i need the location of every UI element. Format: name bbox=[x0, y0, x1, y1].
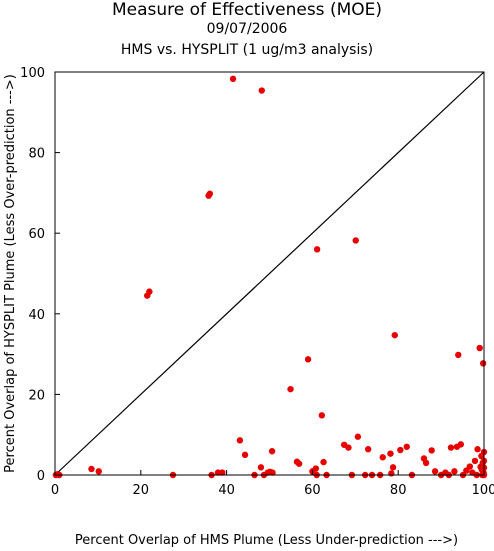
data-point bbox=[258, 87, 265, 94]
data-point bbox=[379, 454, 386, 461]
y-tick-label: 0 bbox=[37, 469, 45, 484]
data-point bbox=[95, 468, 102, 475]
x-tick-label: 0 bbox=[51, 483, 59, 498]
data-point bbox=[471, 457, 479, 465]
data-point bbox=[268, 448, 276, 455]
data-point bbox=[320, 458, 327, 466]
data-point bbox=[206, 190, 214, 197]
one-to-one-reference-line bbox=[54, 71, 485, 476]
plot-frame bbox=[54, 71, 485, 476]
y-tick-label: 20 bbox=[28, 388, 45, 403]
data-point bbox=[364, 446, 372, 453]
data-point bbox=[403, 443, 410, 450]
data-point bbox=[241, 451, 249, 459]
x-tick-label: 60 bbox=[304, 483, 321, 498]
data-point bbox=[236, 437, 244, 444]
y-tick-label: 80 bbox=[28, 147, 45, 162]
data-point bbox=[354, 433, 362, 440]
x-axis-label: Percent Overlap of HMS Plume (Less Under… bbox=[75, 533, 458, 548]
x-tick-label: 40 bbox=[218, 483, 235, 498]
x-tick-label: 20 bbox=[133, 483, 150, 498]
data-point bbox=[422, 459, 430, 467]
data-point bbox=[352, 237, 359, 244]
data-point bbox=[447, 444, 455, 451]
data-point bbox=[397, 446, 404, 454]
chart-date: 09/07/2006 bbox=[206, 21, 288, 37]
y-axis-label: Percent Overlap of HYSPLIT Plume (Less O… bbox=[3, 74, 18, 473]
y-tick-label: 40 bbox=[28, 308, 45, 323]
data-point bbox=[451, 468, 458, 475]
data-point bbox=[474, 446, 481, 453]
data-point bbox=[229, 75, 237, 83]
y-tick-label: 60 bbox=[28, 227, 45, 242]
data-point bbox=[431, 468, 439, 475]
data-point bbox=[219, 469, 226, 476]
chart-title: Measure of Effectiveness (MOE) bbox=[111, 0, 383, 20]
data-point bbox=[389, 464, 397, 471]
data-point bbox=[476, 344, 483, 352]
data-point bbox=[88, 465, 95, 473]
x-tick-label: 80 bbox=[390, 483, 407, 498]
data-point bbox=[295, 460, 303, 467]
data-point bbox=[312, 465, 320, 472]
data-point bbox=[257, 464, 265, 471]
data-point bbox=[457, 441, 465, 448]
chart-subtitle: HMS vs. HYSPLIT (1 ug/m3 analysis) bbox=[120, 42, 374, 58]
data-point bbox=[287, 385, 294, 393]
data-point bbox=[479, 360, 487, 367]
data-point bbox=[455, 351, 462, 359]
data-point bbox=[313, 246, 321, 253]
data-point bbox=[345, 444, 352, 451]
data-point bbox=[318, 412, 326, 419]
data-point bbox=[146, 288, 153, 295]
data-point bbox=[304, 356, 312, 363]
data-point bbox=[391, 331, 398, 339]
data-point bbox=[428, 447, 435, 454]
y-tick-label: 100 bbox=[20, 66, 45, 81]
data-point bbox=[388, 470, 395, 477]
data-point bbox=[466, 463, 474, 470]
x-tick-label: 100 bbox=[472, 483, 494, 498]
data-point bbox=[269, 469, 276, 476]
data-point bbox=[387, 450, 394, 457]
